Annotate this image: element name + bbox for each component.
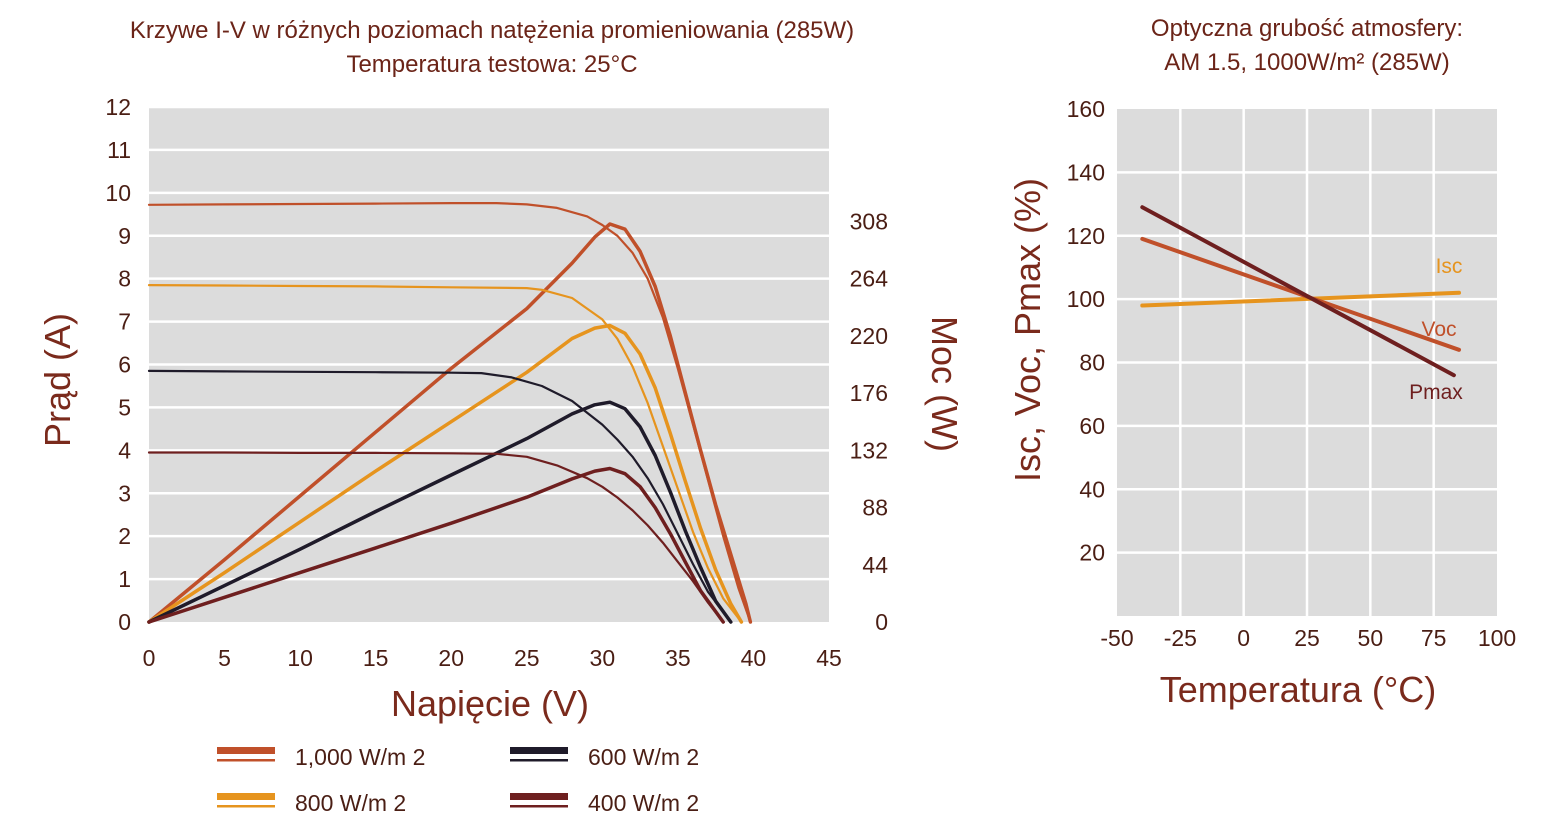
iv-y-tick-label: 6: [118, 352, 131, 378]
iv-y-tick-label: 3: [118, 480, 131, 506]
iv-y-tick-label: 0: [118, 609, 131, 635]
legend-label: 400 W/m 2: [588, 790, 699, 816]
legend-item: 400 W/m 2: [510, 790, 699, 816]
iv-y2-tick-label: 220: [850, 323, 888, 349]
temp-y-tick-label: 160: [1067, 96, 1105, 122]
temp-y-tick-label: 140: [1067, 159, 1105, 185]
iv-y2-tick-label: 264: [850, 266, 889, 292]
temp-series-label: Isc: [1436, 255, 1463, 278]
temp-x-tick-label: 50: [1358, 625, 1384, 651]
iv-chart-subtitle: Temperatura testowa: 25°C: [346, 51, 637, 78]
temp-series-label: Pmax: [1409, 381, 1463, 404]
current-curve-4: [147, 451, 725, 624]
temp-chart-subtitle: AM 1.5, 1000W/m² (285W): [1164, 49, 1449, 76]
iv-y-tick-label: 8: [118, 266, 131, 292]
iv-x-axis-title: Napięcie (V): [391, 683, 589, 724]
current-curve-1: [147, 202, 752, 624]
iv-y-tick-label: 12: [105, 94, 131, 120]
power-curve-4: [147, 466, 725, 624]
legend-label: 800 W/m 2: [295, 790, 406, 816]
legend-item: 1,000 W/m 2: [217, 744, 425, 770]
iv-chart-title: Krzywe I-V w różnych poziomach natężenia…: [130, 17, 854, 44]
iv-y2-tick-label: 88: [862, 495, 888, 521]
temp-line-isc: [1140, 290, 1461, 308]
temperature-chart: Optyczna grubość atmosfery: AM 1.5, 1000…: [1007, 15, 1516, 710]
legend-swatch-thin: [510, 759, 568, 762]
current-curve-3: [147, 369, 732, 624]
legend-swatch-thick: [217, 793, 275, 800]
temp-x-tick-label: 25: [1294, 625, 1320, 651]
legend-item: 800 W/m 2: [217, 790, 406, 816]
temp-x-axis-title: Temperatura (°C): [1160, 669, 1436, 710]
legend-swatch-thick: [510, 747, 568, 754]
iv-y2-tick-label: 0: [875, 609, 888, 635]
temp-line-pmax: [1140, 205, 1456, 378]
iv-y2-tick-label: 308: [850, 208, 888, 234]
iv-x-tick-label: 20: [438, 645, 464, 671]
iv-y-tick-label: 10: [105, 180, 131, 206]
iv-x-tick-label: 5: [218, 645, 231, 671]
iv-x-tick-label: 25: [514, 645, 540, 671]
iv-y-tick-label: 4: [118, 437, 131, 463]
iv-x-tick-label: 35: [665, 645, 691, 671]
legend-swatch-thick: [217, 747, 275, 754]
temp-x-tick-label: 0: [1237, 625, 1250, 651]
temp-y-axis-title: Isc, Voc, Pmax (%): [1007, 178, 1048, 482]
iv-y-tick-label: 2: [118, 523, 131, 549]
temp-y-tick-label: 80: [1079, 350, 1105, 376]
iv-y-tick-label: 5: [118, 394, 131, 420]
iv-x-tick-label: 15: [363, 645, 389, 671]
iv-legend: 1,000 W/m 2 600 W/m 2 800 W/m 2 400 W/m 2: [217, 744, 699, 816]
temp-y-tick-label: 120: [1067, 223, 1105, 249]
power-curve-2: [147, 323, 744, 624]
legend-item: 600 W/m 2: [510, 744, 699, 770]
iv-y-tick-label: 9: [118, 223, 131, 249]
temp-y-tick-label: 100: [1067, 286, 1105, 312]
legend-label: 600 W/m 2: [588, 744, 699, 770]
legend-swatch-thick: [510, 793, 568, 800]
iv-x-tick-label: 40: [741, 645, 767, 671]
iv-x-tick-label: 10: [287, 645, 313, 671]
iv-y-tick-label: 1: [118, 566, 131, 592]
iv-y2-tick-label: 176: [850, 380, 888, 406]
iv-chart: Krzywe I-V w różnych poziomach natężenia…: [37, 17, 965, 816]
legend-swatch-thin: [510, 805, 568, 808]
temp-series-label: Voc: [1421, 318, 1456, 341]
temp-x-tick-label: -25: [1164, 625, 1197, 651]
iv-y-tick-label: 11: [107, 137, 131, 163]
temp-x-tick-label: -50: [1100, 625, 1133, 651]
power-curve-3: [147, 400, 733, 624]
iv-x-tick-label: 45: [816, 645, 842, 671]
legend-swatch-thin: [217, 759, 275, 762]
iv-y2-axis-title: Moc (W): [924, 316, 965, 452]
iv-x-tick-label: 30: [590, 645, 616, 671]
legend-label: 1,000 W/m 2: [295, 744, 425, 770]
current-curve-2: [147, 284, 743, 624]
temp-y-tick-label: 60: [1079, 413, 1105, 439]
temp-x-tick-label: 100: [1478, 625, 1516, 651]
temp-x-tick-label: 75: [1421, 625, 1447, 651]
iv-x-tick-label: 0: [143, 645, 156, 671]
iv-y2-tick-label: 132: [850, 437, 888, 463]
temp-y-tick-label: 20: [1079, 540, 1105, 566]
temp-chart-title: Optyczna grubość atmosfery:: [1151, 15, 1463, 42]
temp-y-tick-label: 40: [1079, 476, 1105, 502]
iv-y-axis-title: Prąd (A): [37, 313, 78, 447]
iv-y-tick-label: 7: [118, 309, 131, 335]
legend-swatch-thin: [217, 805, 275, 808]
iv-y2-tick-label: 44: [862, 552, 888, 578]
